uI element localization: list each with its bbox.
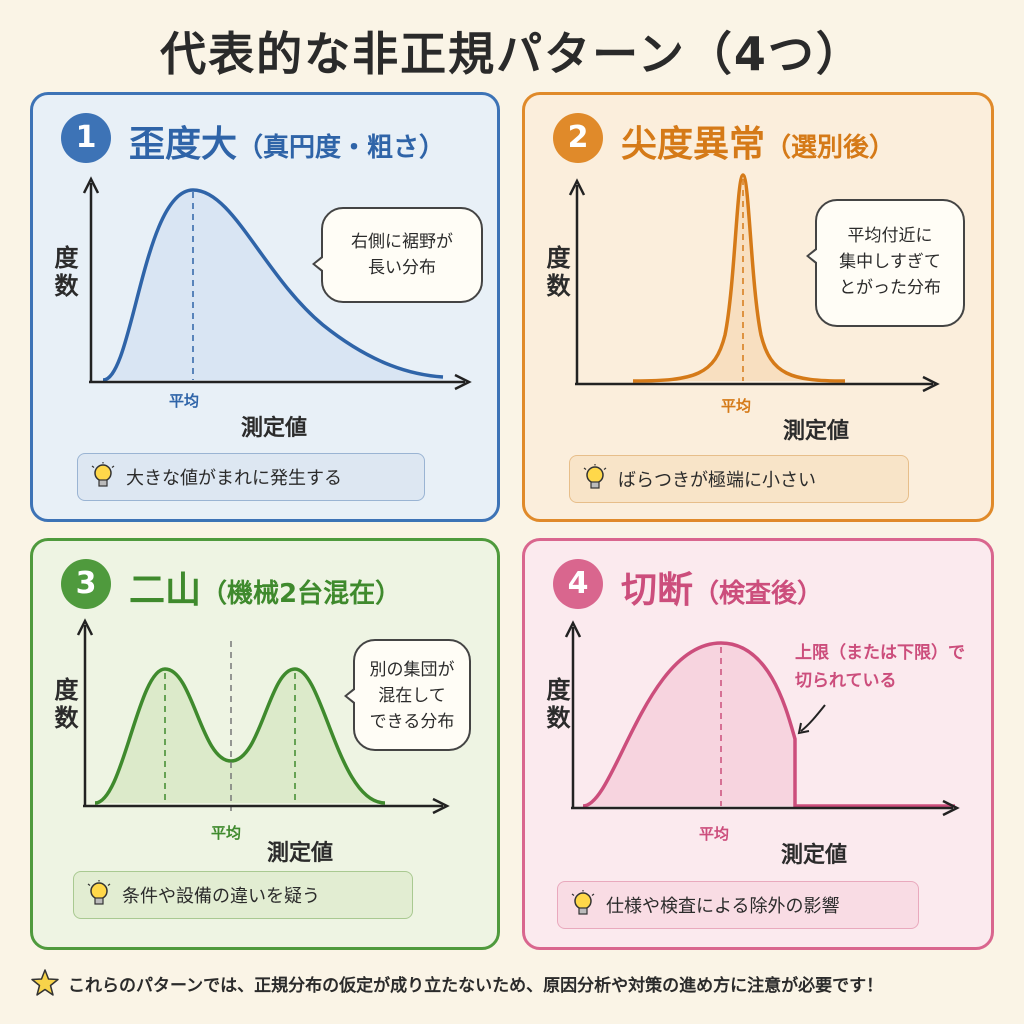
callout-line: 平均付近に <box>847 226 933 246</box>
tip-text: 条件や設備の違いを疑う <box>122 886 320 907</box>
x-axis-label: 測定値 <box>241 416 308 441</box>
panel-title-main: 二山 <box>129 570 202 611</box>
distribution-curve <box>102 188 444 382</box>
curve-fill <box>95 669 385 803</box>
panel-title-main: 歪度大 <box>129 124 238 165</box>
callout-line: 右側に裾野が <box>351 232 453 252</box>
x-axis-label: 測定値 <box>783 419 850 444</box>
panel-title-main: 切断 <box>621 570 694 611</box>
annotation-arrow <box>800 704 826 732</box>
panel-title: 尖度異常（選別後） <box>621 115 895 167</box>
callout-bubble: 平均付近に 集中しすぎて とがった分布 <box>806 199 965 327</box>
y-axis-arrow <box>76 618 94 636</box>
tip-box: 大きな値がまれに発生する <box>77 453 425 501</box>
panel-title: 二山（機械2台混在） <box>129 561 401 613</box>
panel-number-badge: 4 <box>553 559 603 609</box>
x-axis-arrow <box>432 797 450 815</box>
mean-label: 平均 <box>721 397 752 415</box>
annotation-line: 切られている <box>795 671 897 691</box>
tip-box: ばらつきが極端に小さい <box>569 455 909 503</box>
footer-text: これらのパターンでは、正規分布の仮定が成り立たないため、原因分析や対策の進め方に… <box>68 975 884 996</box>
annotation-line: 上限（または下限）で <box>795 643 965 663</box>
footer-note: これらのパターンでは、正規分布の仮定が成り立たないため、原因分析や対策の進め方に… <box>30 968 1020 998</box>
x-axis-arrow <box>922 375 940 393</box>
annotation-arrowhead <box>797 722 810 735</box>
panel-subtitle: （真円度・粗さ） <box>237 133 446 163</box>
callout-line: できる分布 <box>369 712 455 732</box>
page-title: 代表的な非正規パターン（4つ） <box>160 27 864 81</box>
tip-box: 仕様や検査による除外の影響 <box>557 881 919 929</box>
callout-line: 長い分布 <box>368 258 436 278</box>
callout-line: 混在して <box>378 686 446 706</box>
panel-title-main: 尖度異常 <box>621 124 766 165</box>
callout-line: 別の集団が <box>369 660 455 680</box>
callout-line: とがった分布 <box>839 278 941 298</box>
mean-label: 平均 <box>169 392 200 410</box>
y-axis-arrow <box>564 620 582 638</box>
y-axis-arrow <box>82 176 100 194</box>
bimodal-distribution-chart <box>76 618 450 815</box>
distribution-curve <box>94 667 386 805</box>
y-axis-label: 度数 <box>50 245 78 301</box>
tip-text: 大きな値がまれに発生する <box>126 468 342 489</box>
x-axis-label: 測定値 <box>781 843 848 868</box>
panel-title: 切断（検査後） <box>621 561 823 613</box>
y-axis-label: 度数 <box>542 677 570 733</box>
skewed-distribution-chart <box>82 176 472 391</box>
panel-bimodal: 3 二山（機械2台混在） 度数 平均 測定値 別の集団が 混在して できる分布 … <box>30 538 500 950</box>
tip-box: 条件や設備の違いを疑う <box>73 871 413 919</box>
x-axis-arrow <box>942 799 960 817</box>
x-axis-arrow <box>454 373 472 391</box>
mean-label: 平均 <box>699 825 730 843</box>
callout-bubble: 別の集団が 混在して できる分布 <box>344 639 471 751</box>
panel-number-badge: 3 <box>61 559 111 609</box>
distribution-curve <box>632 173 846 383</box>
panel-number-badge: 1 <box>61 113 111 163</box>
panel-number-badge: 2 <box>553 113 603 163</box>
panel-subtitle: （選別後） <box>765 133 896 163</box>
tip-text: ばらつきが極端に小さい <box>618 470 816 491</box>
panel-subtitle: （機械2台混在） <box>201 579 402 609</box>
callout-bubble: 右側に裾野が 長い分布 <box>312 207 483 303</box>
lightbulb-icon <box>91 462 115 487</box>
callout-line: 集中しすぎて <box>839 252 941 272</box>
star-icon <box>31 969 59 996</box>
lightbulb-icon <box>87 880 111 905</box>
curve-fill <box>583 643 795 806</box>
peaked-distribution-chart <box>568 173 940 393</box>
lightbulb-icon <box>571 890 595 915</box>
distribution-curve <box>582 641 955 808</box>
panel-title: 歪度大（真円度・粗さ） <box>129 115 445 167</box>
truncation-annotation: 上限（または下限）で 切られている <box>795 639 965 695</box>
tip-text: 仕様や検査による除外の影響 <box>606 896 840 917</box>
y-axis-arrow <box>568 178 586 196</box>
x-axis-label: 測定値 <box>267 841 334 866</box>
panel-kurtosis: 2 尖度異常（選別後） 度数 平均 測定値 平均付近に 集中しすぎて とがった分… <box>522 92 994 522</box>
panel-skewness: 1 歪度大（真円度・粗さ） 度数 平均 測定値 右側に裾野が 長い分布 大きな値… <box>30 92 500 522</box>
lightbulb-icon <box>583 464 607 489</box>
truncated-distribution-chart <box>564 620 960 817</box>
panel-subtitle: （検査後） <box>693 579 824 609</box>
mean-label: 平均 <box>211 824 242 842</box>
curve-fill <box>103 190 443 380</box>
y-axis-label: 度数 <box>542 245 570 301</box>
panel-truncated: 4 切断（検査後） 度数 平均 測定値 上限（または下限）で 切られている 仕様… <box>522 538 994 950</box>
curve-fill <box>633 175 845 381</box>
y-axis-label: 度数 <box>50 677 78 733</box>
